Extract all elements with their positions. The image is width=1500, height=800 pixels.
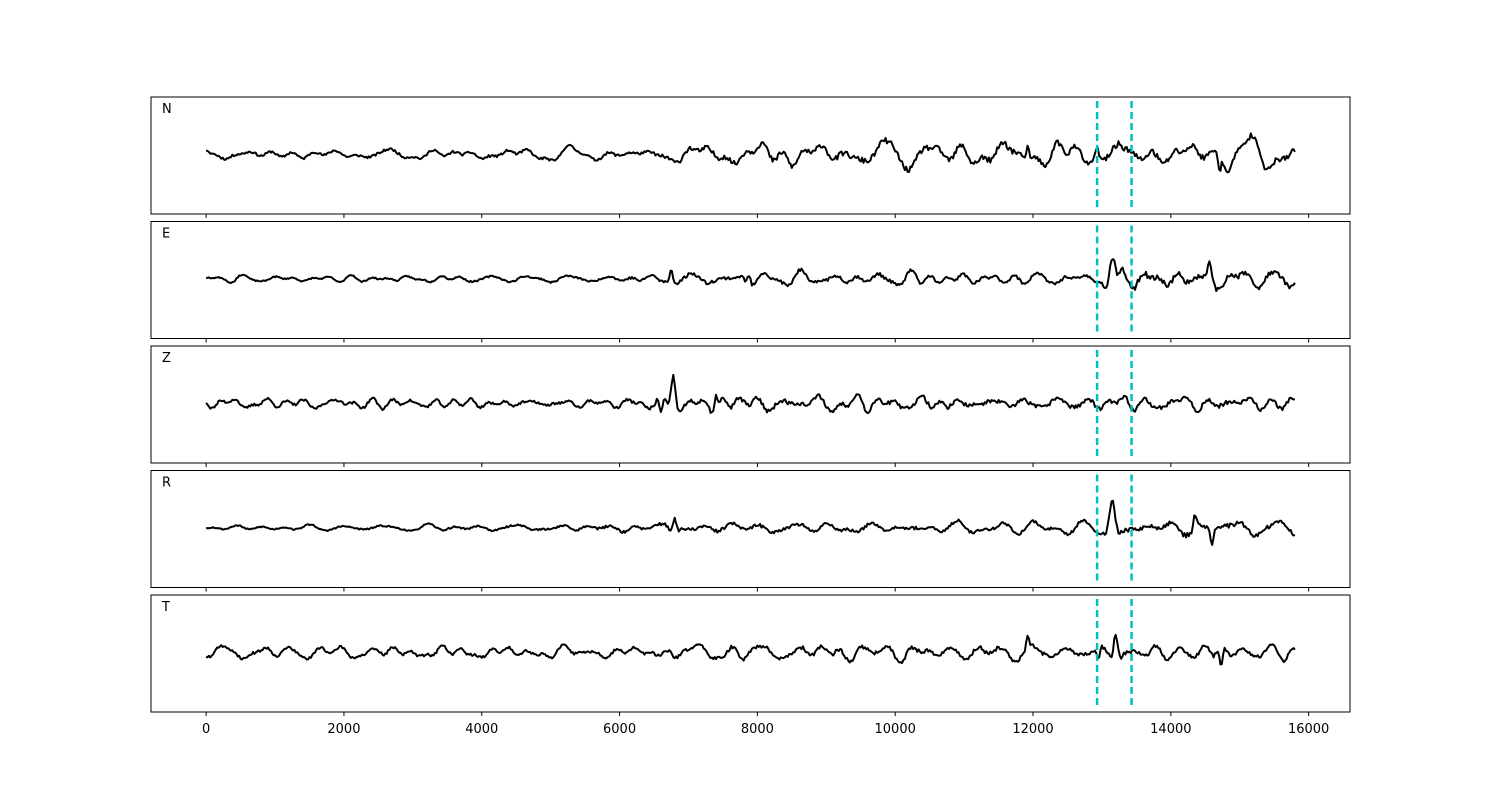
panel-label: N [162, 102, 172, 117]
x-axis: 0 2000 4000 6000 8000 10000 12000 14000 16000 [202, 722, 1329, 737]
panel-frame [150, 96, 1351, 215]
panel-label: T [161, 600, 170, 615]
x-tick-label: 0 [202, 722, 210, 737]
panel-e: E [150, 221, 1351, 343]
panel-label: Z [162, 351, 171, 366]
panel-label: E [162, 227, 170, 242]
panel-frame [150, 221, 1351, 339]
panel-r: R [150, 470, 1351, 592]
x-tick-label: 10000 [875, 722, 916, 737]
panel-n: N [150, 96, 1351, 218]
trace-panels: N E Z R T [150, 96, 1351, 716]
x-tick-label: 8000 [741, 722, 774, 737]
panel-frame [150, 470, 1351, 588]
waveform-trace-t [205, 633, 1296, 666]
waveform-trace-e [205, 258, 1296, 293]
x-tick-label: 12000 [1012, 722, 1053, 737]
x-tick-label: 6000 [603, 722, 636, 737]
panel-z: Z [150, 345, 1351, 467]
waveform-trace-n [205, 132, 1296, 174]
x-tick-label: 14000 [1150, 722, 1191, 737]
waveform-trace-r [205, 499, 1296, 546]
waveform-trace-z [205, 373, 1295, 415]
x-tick-label: 2000 [327, 722, 360, 737]
panel-frame [150, 594, 1351, 713]
panel-t: T [150, 594, 1351, 716]
panel-frame [150, 345, 1351, 464]
x-tick-label: 4000 [465, 722, 498, 737]
x-tick-label: 16000 [1288, 722, 1329, 737]
panel-label: R [162, 476, 171, 491]
